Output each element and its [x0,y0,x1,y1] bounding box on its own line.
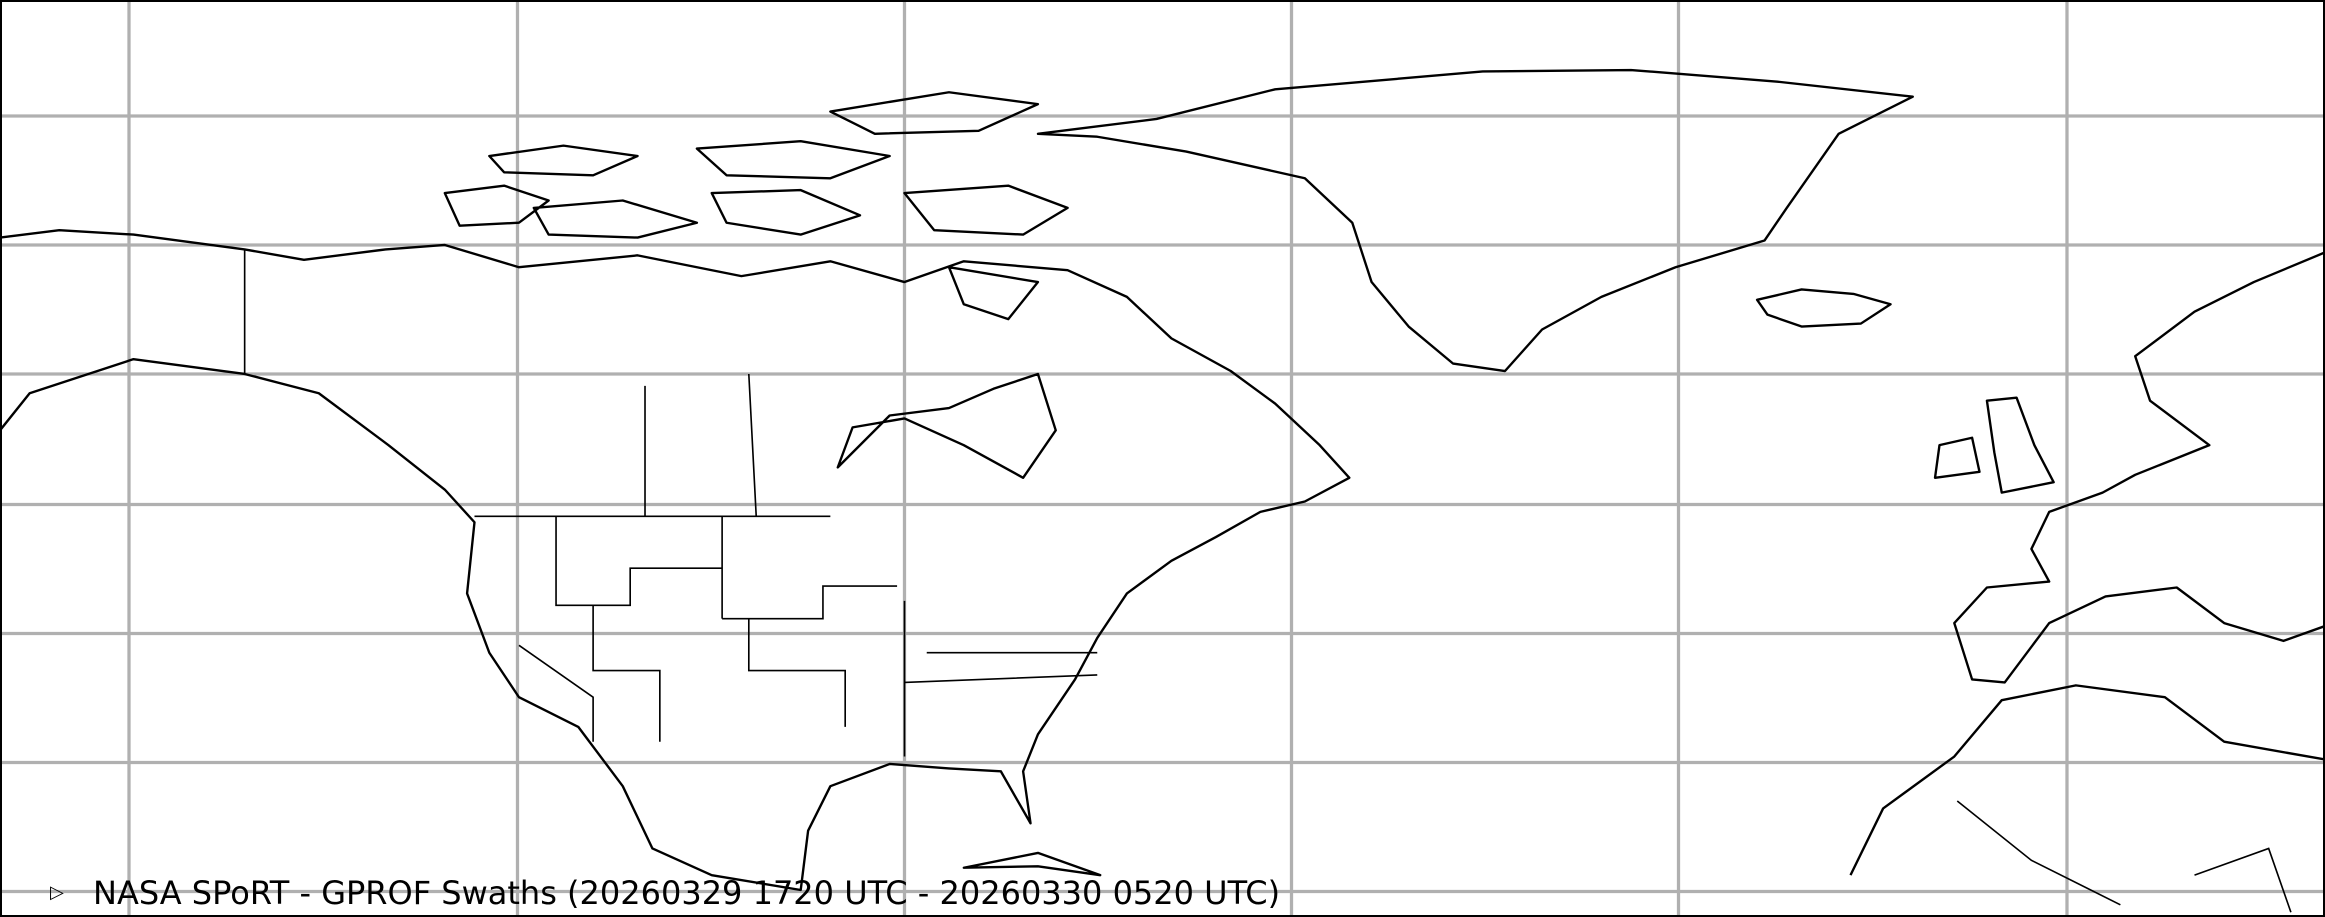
hudson-bay-coast [836,372,1057,479]
political-borders [243,249,2292,913]
north-america-coast [0,228,1351,892]
arctic-islands [443,91,1069,321]
iceland-coast [1755,288,1892,328]
coastlines [0,68,2325,913]
africa-coast [1849,684,2325,876]
play-triangle-icon: ▷ [50,882,64,903]
map-caption: NASA SPoRT - GPROF Swaths (20260329 1720… [93,874,1281,912]
great-britain-coast [1933,396,2055,494]
cuba-coast [962,851,1102,877]
greenland-coast [1036,68,1914,373]
europe-coast [1953,251,2325,684]
